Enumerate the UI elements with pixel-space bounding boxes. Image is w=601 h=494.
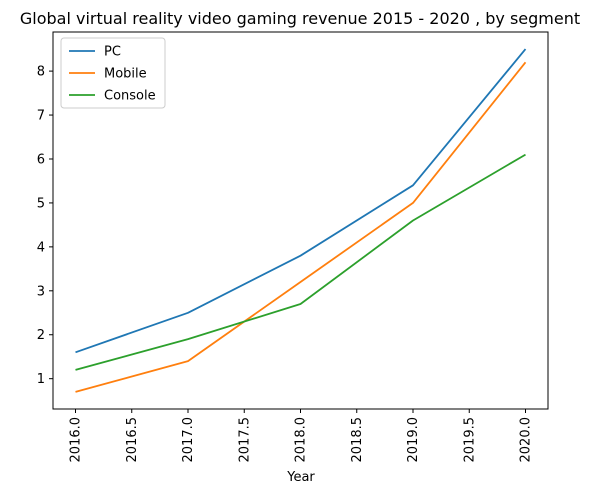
- series-line-mobile: [75, 61, 527, 393]
- x-axis: 2016.0 2016.5 2017.0 2017.5 2018.0 2018.5 2019…: [69, 409, 534, 463]
- series-layer: [75, 48, 527, 393]
- x-tick-label: 2019.5: [462, 417, 477, 463]
- y-tick-label: 4: [37, 240, 45, 255]
- y-tick-label: 1: [37, 372, 45, 387]
- chart-title: Global virtual reality video gaming reve…: [20, 9, 580, 28]
- x-axis-label: Year: [286, 470, 315, 485]
- y-tick-label: 3: [37, 284, 45, 299]
- x-tick-label: 2018.5: [350, 417, 365, 463]
- legend-box: [60, 37, 166, 109]
- y-tick-label: 5: [37, 196, 45, 211]
- x-tick-label: 2020.0: [519, 417, 534, 463]
- y-tick-label: 8: [37, 65, 45, 80]
- legend-label-console: Console: [104, 89, 156, 104]
- legend: PC Mobile Console: [60, 37, 166, 109]
- x-tick-label: 2017.0: [181, 417, 196, 463]
- y-tick-label: 7: [37, 109, 45, 124]
- x-tick-label: 2016.5: [125, 417, 140, 463]
- y-axis: 1 2 3 4 5 6 7 8: [37, 65, 53, 387]
- x-tick-label: 2017.5: [237, 417, 252, 463]
- y-tick-label: 6: [37, 152, 45, 167]
- legend-label-pc: PC: [104, 45, 121, 60]
- legend-label-mobile: Mobile: [104, 67, 147, 82]
- series-line-console: [75, 153, 526, 371]
- x-tick-label: 2018.0: [294, 417, 309, 463]
- x-tick-label: 2019.0: [406, 417, 421, 463]
- series-line-pc: [75, 48, 527, 354]
- y-tick-label: 2: [37, 328, 45, 343]
- x-tick-label: 2016.0: [69, 417, 84, 463]
